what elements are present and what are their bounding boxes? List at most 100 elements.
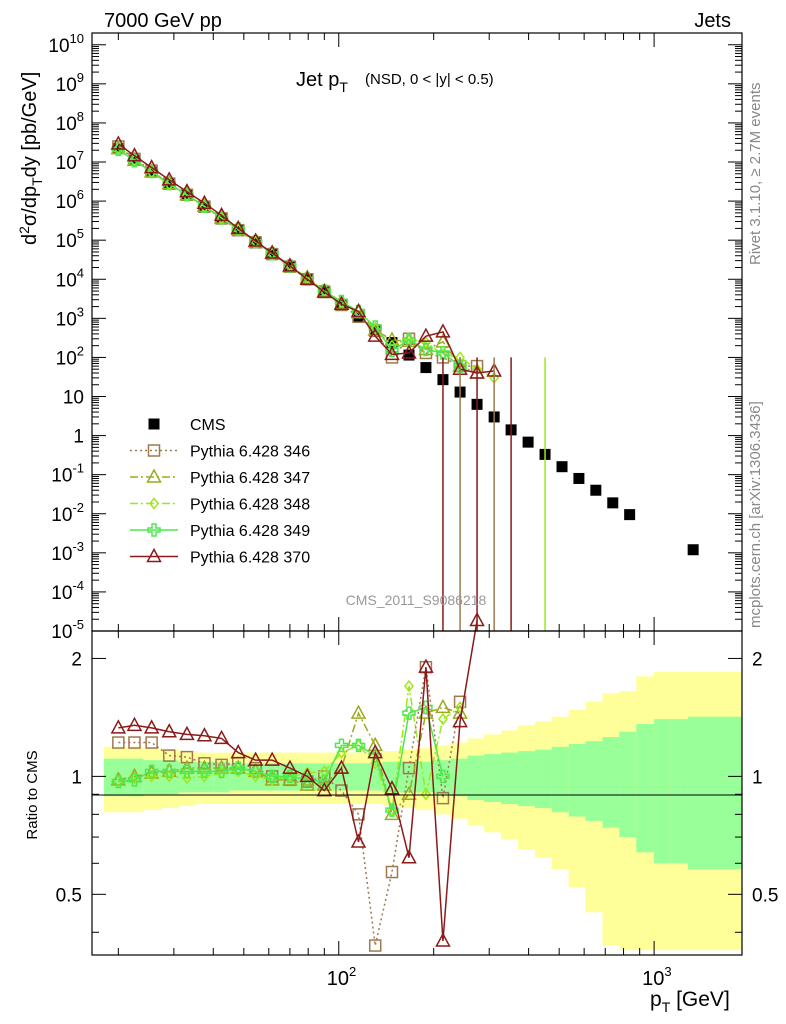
band-inner-bin [467,755,485,801]
mc-point [230,219,247,235]
rivet-label: Rivet 3.1.10, ≥ 2.7M events [747,83,764,266]
y-tick-label: 10-2 [51,500,84,526]
legend-marker [147,444,161,457]
y-tick-label: 10 [63,388,84,409]
mc-point [179,183,195,198]
data-point [573,472,585,484]
mc-point [299,270,316,286]
ratio-point [418,658,434,673]
mc-point [282,257,298,272]
band-inner-bin [450,758,468,797]
process-label: Jets [694,10,731,32]
mc-point [418,327,434,342]
legend-marker [149,497,159,510]
mc-point [214,211,229,225]
ratio-point [367,736,383,752]
ratio-point [469,611,485,627]
ratio-point [247,751,264,766]
mc-point [402,333,416,347]
ratio-point [179,725,195,741]
legend-label: Pythia 6.428 347 [190,470,310,487]
y-tick-label: 106 [56,187,84,213]
ratio-point [299,767,316,783]
ratio-point [435,932,451,947]
mc-point [436,346,450,360]
mc-point [350,302,367,318]
band-inner-bin [602,737,620,828]
legend-label: CMS [190,417,226,434]
data-point [687,544,699,556]
band-inner-bin [687,716,743,870]
ratio-point [213,759,230,774]
data-point [403,349,415,361]
ratio-point [420,788,431,801]
ratio-point [283,769,297,784]
data-point [624,509,636,521]
ratio-point [401,849,417,864]
ratio-line [118,706,444,811]
ratio-line [118,706,461,816]
y-tick-label-ratio: 2 [71,649,82,670]
ratio-point [350,704,367,719]
x-tick-label: 103 [642,964,671,990]
ratio-point [161,723,177,738]
legend: CMS Pythia 6.428 346 Pythia 6.428 347 Pythi… [130,417,310,567]
plot-title-note: (NSD, 0 < |y| < 0.5) [365,71,494,88]
mc-point [213,206,230,222]
y-tick-label: 1 [73,427,84,448]
ratio-point [112,736,125,749]
ratio-point [385,803,399,817]
ratio-point [249,761,262,775]
legend-label: Pythia 6.428 346 [190,444,310,461]
y-axis-label-main: d2σ/dpTdy [pb/GeV] [16,72,45,245]
y-tick-label-ratio-right: 0.5 [752,885,778,906]
band-inner-bin [416,761,435,793]
band-inner-bin [433,760,451,795]
band-inner-bin [501,752,519,805]
series-line [117,143,495,374]
ratio-point [126,716,143,732]
mcplots-label: mcplots.cern.ch [arXiv:1306.3436] [747,401,764,628]
mc-point [367,327,383,342]
ratio-point [368,748,382,763]
ratio-point [333,759,350,774]
mc-point [231,222,245,237]
ratio-point [319,765,330,778]
mc-point [143,159,160,174]
data-point [607,497,619,509]
mc-point [316,283,333,298]
data-point [420,362,432,374]
legend-label: Pythia 6.428 349 [190,523,310,540]
band-inner-bin [585,741,603,821]
mc-point [435,323,451,338]
band-inner-bin [551,746,570,813]
ratio-point [316,781,333,797]
legend-marker [146,468,162,483]
ratio-point [128,736,141,749]
y-tick-label: 10-1 [51,461,84,487]
ratio-point [384,780,400,795]
mc-point [110,135,127,150]
ratio-point [404,679,414,693]
data-point [556,461,568,473]
main-frame [91,32,743,632]
ratio-point [230,759,247,774]
ratio-point [196,727,213,742]
ratio-point [230,744,247,759]
legend-label: Pythia 6.428 348 [190,497,310,514]
legend-marker [147,523,161,537]
band-inner-bin [517,751,536,807]
y-tick-label: 107 [56,148,84,174]
y-tick-label-ratio: 1 [71,767,82,788]
energy-label: 7000 GeV pp [104,10,222,32]
mc-point [401,344,417,359]
data-series [110,135,699,952]
plot-title: Jet pT [296,69,348,95]
ratio-point [162,764,176,779]
mc-point [247,232,264,247]
ratio-frame [91,630,743,956]
ratio-point [110,719,127,734]
ratio-point [213,729,230,745]
ratio-point [144,764,159,779]
x-tick-label: 102 [327,964,356,990]
